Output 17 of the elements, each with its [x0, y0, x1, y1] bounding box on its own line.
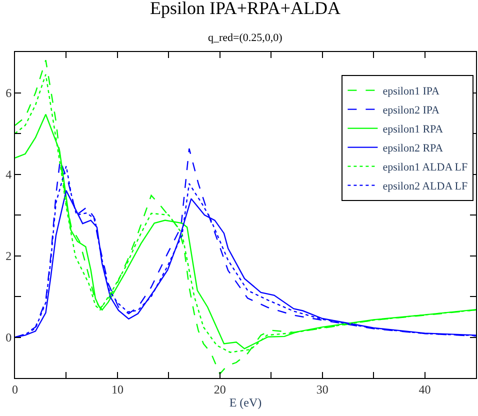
y-tick-label: 2 — [6, 248, 12, 263]
x-axis-title: E (eV) — [229, 395, 262, 410]
chart-subtitle: q_red=(0.25,0,0) — [208, 32, 283, 44]
x-tick-label: 30 — [316, 382, 328, 396]
legend-label: epsilon1 RPA — [382, 124, 444, 136]
y-tick-label: 0 — [6, 330, 12, 344]
legend-label: epsilon1 ALDA LF — [382, 162, 468, 174]
legend-label: epsilon2 ALDA LF — [382, 180, 468, 193]
legend-label: epsilon1 IPA — [382, 86, 440, 98]
y-tick-label: 6 — [6, 86, 12, 100]
x-tick-label: 40 — [418, 382, 431, 396]
x-tick-label: 20 — [214, 382, 226, 396]
legend-label: epsilon2 RPA — [382, 142, 444, 155]
y-tick-label: 4 — [6, 167, 12, 182]
chart-title: Epsilon IPA+RPA+ALDA — [150, 0, 341, 18]
legend-label: epsilon2 IPA — [382, 104, 440, 117]
x-tick-label: 10 — [111, 382, 124, 396]
